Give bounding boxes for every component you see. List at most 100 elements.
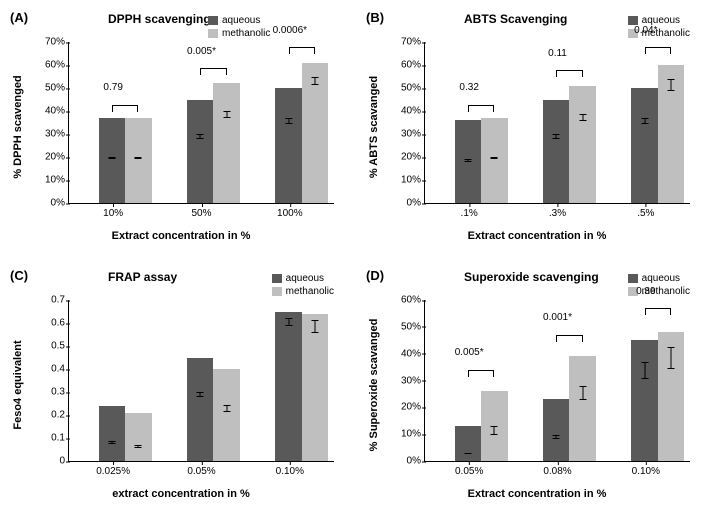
y-axis-label: % DPPH scavenged: [12, 75, 24, 178]
error-bar: [556, 134, 557, 140]
error-bar: [200, 392, 201, 398]
y-tick: 30%: [29, 129, 65, 140]
x-tick: 0.05%: [455, 466, 483, 477]
plot-area: 0%10%20%30%40%50%60%70%10%0.7950%0.005*1…: [68, 42, 334, 204]
swatch-aqueous: [208, 16, 218, 25]
error-bar: [582, 114, 583, 121]
bar-methanolic: [302, 314, 329, 461]
p-value-label: 0.005*: [455, 347, 484, 358]
x-tick: 50%: [191, 208, 211, 219]
panel-frap: (C) FRAP assay aqueousmethanolic Feso4 equi…: [8, 266, 354, 504]
error-bar: [467, 159, 468, 161]
x-tick: .5%: [637, 208, 654, 219]
y-tick: 50%: [385, 83, 421, 94]
error-bar: [494, 157, 495, 159]
error-bar: [138, 157, 139, 159]
bar-aqueous: [543, 399, 570, 461]
chart-title: DPPH scavenging: [108, 12, 211, 26]
plot-area: 00.10.20.30.40.50.60.70.025%0.05%0.10%: [68, 300, 334, 462]
error-bar: [315, 77, 316, 85]
error-bar: [582, 386, 583, 400]
x-tick: 100%: [277, 208, 303, 219]
y-tick: 0.1: [29, 433, 65, 444]
error-bar: [494, 426, 495, 435]
x-tick: 0.025%: [96, 466, 130, 477]
y-tick: 10%: [385, 175, 421, 186]
bar-aqueous: [187, 100, 214, 204]
y-tick: 0%: [385, 198, 421, 209]
error-bar: [467, 453, 468, 455]
p-value-label: 0.39: [636, 286, 655, 297]
significance-bracket: [289, 47, 316, 48]
x-tick: .3%: [549, 208, 566, 219]
y-tick: 40%: [385, 348, 421, 359]
panel-label: (C): [10, 268, 28, 283]
legend-methanolic-label: methanolic: [222, 27, 270, 40]
p-value-label: 0.005*: [187, 46, 216, 57]
error-bar: [315, 320, 316, 333]
bar-aqueous: [275, 88, 302, 203]
panel-superoxide: (D)Superoxide scavengingaqueousmethanoli…: [364, 266, 710, 504]
legend-aqueous-label: aqueous: [286, 272, 324, 285]
y-tick: 10%: [385, 429, 421, 440]
significance-bracket: [556, 335, 583, 336]
x-axis-label: Extract concentration in %: [468, 230, 607, 242]
bar-methanolic: [481, 391, 508, 461]
x-axis-label: Extract concentration in %: [112, 230, 251, 242]
bar-aqueous: [99, 406, 126, 461]
legend-aqueous-label: aqueous: [222, 14, 260, 27]
bar-methanolic: [125, 413, 152, 461]
panel-label: (A): [10, 10, 28, 25]
y-axis-label: % Superoxide scavanged: [368, 319, 380, 452]
significance-bracket: [645, 47, 672, 48]
bar-aqueous: [631, 340, 658, 461]
p-value-label: 0.79: [103, 82, 122, 93]
legend-aqueous: aqueous: [208, 14, 334, 27]
panel-label: (D): [366, 268, 384, 283]
x-tick: 0.05%: [187, 466, 215, 477]
legend-aqueous: aqueous: [628, 272, 690, 285]
legend-aqueous: aqueous: [272, 272, 334, 285]
bar-aqueous: [455, 426, 482, 461]
bar-aqueous: [187, 358, 214, 462]
p-value-label: 0.0006*: [273, 25, 307, 36]
y-tick: 40%: [29, 106, 65, 117]
swatch-methanolic: [272, 287, 282, 296]
panel-label: (B): [366, 10, 384, 25]
y-axis-label: Feso4 equivalent: [12, 340, 24, 429]
bar-aqueous: [631, 88, 658, 203]
legend-methanolic: methanolic: [272, 285, 334, 298]
panel-dpph: (A)DPPH scavengingaqueousmethanolic% DPP…: [8, 8, 354, 246]
y-tick: 60%: [385, 60, 421, 71]
bar-methanolic: [658, 65, 685, 203]
significance-bracket: [200, 68, 227, 69]
swatch-aqueous: [628, 274, 638, 283]
y-tick: 0.6: [29, 318, 65, 329]
y-tick: 70%: [29, 37, 65, 48]
chart-grid: (A)DPPH scavengingaqueousmethanolic% DPP…: [0, 0, 718, 512]
y-axis-label: % ABTS scavanged: [368, 76, 380, 178]
legend: aqueousmethanolic: [272, 272, 334, 298]
x-tick: 10%: [103, 208, 123, 219]
plot-area: 0%10%20%30%40%50%60%0.05%0.005*0.08%0.00…: [424, 300, 690, 462]
y-tick: 60%: [385, 295, 421, 306]
error-bar: [226, 405, 227, 413]
legend-aqueous-label: aqueous: [642, 272, 680, 285]
y-tick: 0.4: [29, 364, 65, 375]
y-tick: 0.2: [29, 410, 65, 421]
y-tick: 60%: [29, 60, 65, 71]
chart-title: FRAP assay: [108, 270, 177, 284]
p-value-label: 0.11: [548, 48, 567, 59]
legend-methanolic: methanolic: [208, 27, 334, 40]
y-tick: 50%: [29, 83, 65, 94]
x-tick: 0.10%: [276, 466, 304, 477]
error-bar: [671, 347, 672, 368]
x-tick: .1%: [461, 208, 478, 219]
legend: aqueousmethanolic: [208, 14, 334, 40]
chart-title: Superoxide scavenging: [464, 270, 599, 284]
error-bar: [671, 79, 672, 91]
y-tick: 0.3: [29, 387, 65, 398]
swatch-aqueous: [628, 16, 638, 25]
y-tick: 0%: [29, 198, 65, 209]
y-tick: 20%: [29, 152, 65, 163]
